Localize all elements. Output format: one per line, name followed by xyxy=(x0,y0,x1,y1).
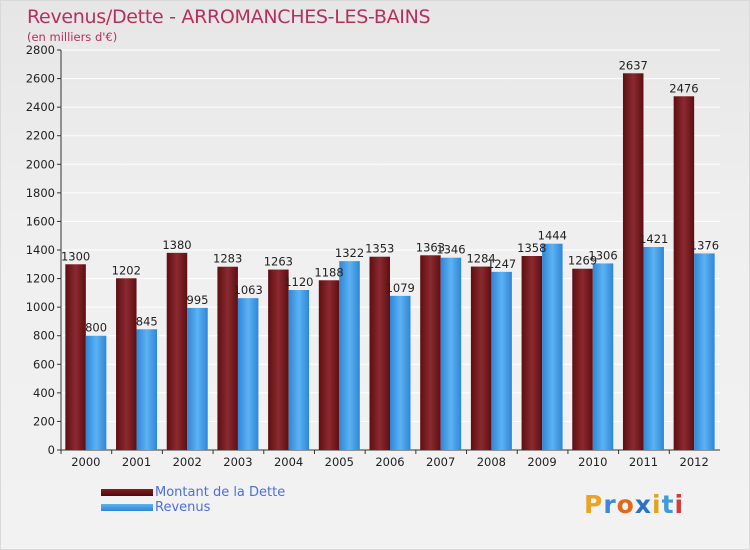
data-label-revenus: 1444 xyxy=(538,229,567,243)
data-label-dette: 2637 xyxy=(619,58,648,72)
logo-letter: P xyxy=(584,490,604,519)
x-tick-label: 2002 xyxy=(173,455,202,469)
y-tick-label: 1600 xyxy=(26,214,55,228)
bar-revenus xyxy=(491,271,512,450)
y-tick-label: 2200 xyxy=(26,129,55,143)
x-tick-label: 2005 xyxy=(325,455,354,469)
logo-letter: o xyxy=(616,490,635,519)
data-label-dette: 1380 xyxy=(162,238,191,252)
bar-dette xyxy=(65,264,86,450)
bar-dette xyxy=(268,269,289,450)
y-tick-label: 2000 xyxy=(26,157,55,171)
x-tick-label: 2012 xyxy=(680,455,709,469)
bar-revenus xyxy=(694,253,715,450)
bar-revenus xyxy=(339,261,360,450)
data-label-revenus: 1376 xyxy=(690,238,719,252)
x-tick-label: 2004 xyxy=(274,455,303,469)
logo-letter: i xyxy=(674,490,685,519)
logo-letter: r xyxy=(603,490,617,519)
bar-dette xyxy=(521,256,543,450)
proxiti-logo: Proxiti xyxy=(584,490,684,519)
x-tick-label: 2006 xyxy=(375,455,404,469)
bar-revenus xyxy=(237,298,259,450)
x-tick-label: 2009 xyxy=(527,455,556,469)
data-label-revenus: 995 xyxy=(187,293,209,307)
bar-dette xyxy=(622,73,644,451)
y-tick-label: 200 xyxy=(33,414,55,428)
legend-swatch-debt xyxy=(101,489,153,496)
y-tick-label: 2600 xyxy=(26,72,55,86)
x-tick-label: 2010 xyxy=(578,455,607,469)
data-label-dette: 1284 xyxy=(466,252,495,266)
x-tick-label: 2011 xyxy=(629,455,658,469)
logo-letter: x xyxy=(634,490,652,519)
data-label-dette: 1269 xyxy=(568,254,597,268)
bar-dette xyxy=(572,268,593,450)
bar-dette xyxy=(420,255,441,450)
bar-dette xyxy=(470,266,492,450)
bar-dette xyxy=(318,280,340,450)
x-tick-label: 2000 xyxy=(71,455,100,469)
x-tick-label: 2003 xyxy=(223,455,252,469)
x-tick-label: 2001 xyxy=(122,455,151,469)
y-tick-label: 800 xyxy=(33,329,55,343)
bar-revenus xyxy=(592,263,614,450)
y-tick-label: 1400 xyxy=(26,243,55,257)
y-tick-label: 600 xyxy=(33,357,55,371)
data-label-revenus: 1247 xyxy=(487,257,516,271)
data-label-revenus: 1079 xyxy=(386,281,415,295)
logo-letter: t xyxy=(661,490,675,519)
data-label-revenus: 1306 xyxy=(588,248,617,262)
bar-dette xyxy=(369,256,390,450)
data-label-dette: 1353 xyxy=(365,242,394,256)
bar-dette xyxy=(116,278,137,450)
bar-revenus xyxy=(643,247,664,450)
bar-revenus xyxy=(542,243,563,450)
y-tick-label: 1800 xyxy=(26,186,55,200)
bar-revenus xyxy=(440,257,462,450)
data-label-revenus: 1346 xyxy=(436,243,465,257)
legend-label-debt: Montant de la Dette xyxy=(155,485,286,500)
legend-swatch-revenus xyxy=(101,504,153,511)
y-tick-label: 2800 xyxy=(26,43,55,57)
bar-dette xyxy=(673,96,695,451)
data-label-revenus: 1421 xyxy=(639,232,668,246)
x-tick-label: 2007 xyxy=(426,455,455,469)
y-tick-label: 2400 xyxy=(26,100,55,114)
legend-label-revenus: Revenus xyxy=(155,500,211,515)
y-tick-label: 1000 xyxy=(26,300,55,314)
bar-revenus xyxy=(85,335,107,450)
data-label-dette: 1188 xyxy=(314,265,343,279)
data-label-dette: 1263 xyxy=(264,255,293,269)
data-label-revenus: 845 xyxy=(136,314,158,328)
chart-subtitle: (en milliers d'€) xyxy=(27,30,118,44)
data-label-dette: 2476 xyxy=(669,81,698,95)
logo-letter: i xyxy=(652,490,662,519)
x-tick-label: 2008 xyxy=(477,455,506,469)
data-label-revenus: 800 xyxy=(85,321,107,335)
data-label-revenus: 1063 xyxy=(234,283,263,297)
y-tick-label: 400 xyxy=(33,386,55,400)
bar-revenus xyxy=(390,295,411,450)
bar-revenus xyxy=(136,329,158,450)
y-tick-label: 1200 xyxy=(26,272,55,286)
data-label-revenus: 1120 xyxy=(284,275,313,289)
data-label-dette: 1202 xyxy=(112,263,141,277)
bar-revenus xyxy=(288,290,310,450)
data-label-dette: 1283 xyxy=(213,252,242,266)
data-label-revenus: 1322 xyxy=(335,246,364,260)
data-label-dette: 1363 xyxy=(416,240,445,254)
chart-title: Revenus/Dette - ARROMANCHES-LES-BAINS xyxy=(27,6,431,28)
bar-revenus xyxy=(187,307,208,450)
bar-dette xyxy=(166,252,188,450)
data-label-dette: 1300 xyxy=(61,249,90,263)
data-label-dette: 1358 xyxy=(517,241,546,255)
y-tick-label: 0 xyxy=(48,443,55,457)
bar-dette xyxy=(217,266,238,450)
